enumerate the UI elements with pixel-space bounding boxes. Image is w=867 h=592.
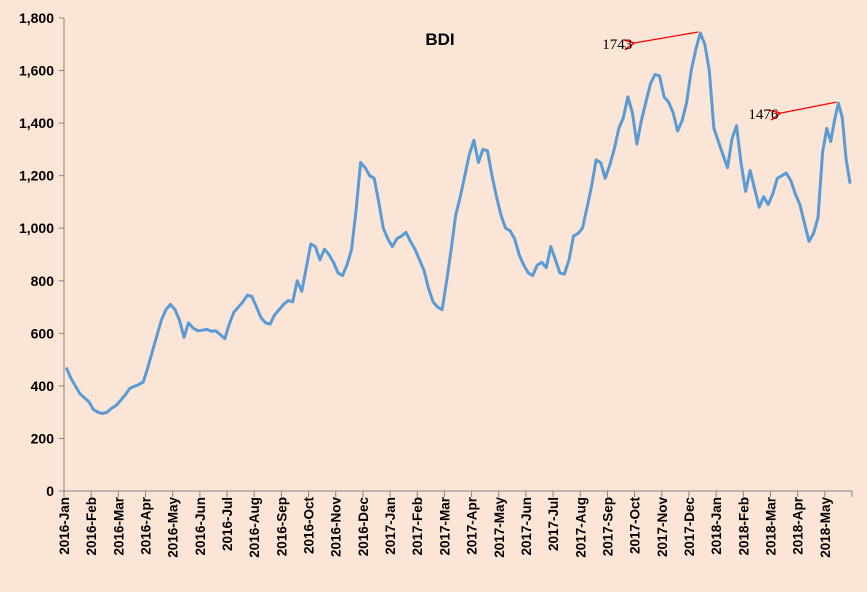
y-tick-label: 1,000 <box>19 220 54 236</box>
x-tick-label: 2016-Dec <box>356 497 371 557</box>
x-tick-label: 2016-Aug <box>247 497 262 558</box>
x-tick-label: 2017-Apr <box>465 496 480 555</box>
x-axis: 2016-Jan 2016-Feb 2016-Mar 2016-Apr 2016-May… <box>57 490 853 558</box>
y-tick-label: 600 <box>31 325 55 341</box>
x-tick-label: 2016-Apr <box>139 496 154 555</box>
x-tick-label: 2016-Nov <box>329 497 344 558</box>
y-tick-label: 1,800 <box>19 10 54 26</box>
annotation-label: 1476 <box>748 107 779 123</box>
x-tick-label: 2017-Aug <box>573 497 588 558</box>
x-tick-label: 2017-Jul <box>546 497 561 551</box>
y-tick-label: 1,600 <box>19 63 54 79</box>
x-tick-label: 2016-Jul <box>220 497 235 551</box>
x-tick-label: 2017-Jan <box>383 497 398 555</box>
y-axis: 0 200 400 600 800 1,000 1,200 1,400 1,600 1,800 <box>19 10 65 499</box>
x-tick-label: 2017-Mar <box>437 496 452 555</box>
y-tick-label: 800 <box>31 273 55 289</box>
y-tick-label: 1,200 <box>19 168 54 184</box>
x-tick-label: 2018-Apr <box>791 496 806 555</box>
x-tick-label: 2018-May <box>818 497 833 558</box>
annotations-group: 1743 1476 <box>602 31 837 123</box>
x-tick-label: 2017-Nov <box>655 497 670 558</box>
x-tick-label: 2017-Sep <box>600 497 615 556</box>
annotation-label: 1743 <box>602 37 632 53</box>
x-tick-label: 2017-Dec <box>682 497 697 557</box>
y-tick-label: 1,400 <box>19 115 54 131</box>
x-tick-label: 2016-Jun <box>193 497 208 556</box>
x-tick-label: 2017-May <box>492 497 507 558</box>
chart-title: BDI <box>425 30 454 49</box>
x-tick-label: 2016-Jan <box>57 497 72 555</box>
series-group <box>64 31 852 415</box>
annotation-arrow <box>634 31 699 43</box>
bdi-series-line <box>64 31 852 415</box>
x-tick-label: 2018-Feb <box>736 497 751 556</box>
x-tick-label: 2017-Jun <box>519 497 534 556</box>
y-tick-label: 400 <box>31 378 55 394</box>
x-tick-label: 2017-Oct <box>628 497 643 555</box>
y-tick-label: 0 <box>46 483 54 499</box>
x-tick-label: 2016-May <box>166 497 181 558</box>
x-tick-label: 2016-Mar <box>111 496 126 555</box>
x-tick-label: 2018-Jan <box>709 497 724 555</box>
x-tick-label: 2017-Feb <box>410 497 425 556</box>
annotation-arrow <box>780 101 837 113</box>
x-tick-label: 2016-Sep <box>274 497 289 556</box>
y-tick-label: 200 <box>31 430 55 446</box>
x-tick-label: 2018-Mar <box>763 496 778 555</box>
x-tick-label: 2016-Feb <box>84 497 99 556</box>
x-tick-label: 2016-Oct <box>302 497 317 555</box>
